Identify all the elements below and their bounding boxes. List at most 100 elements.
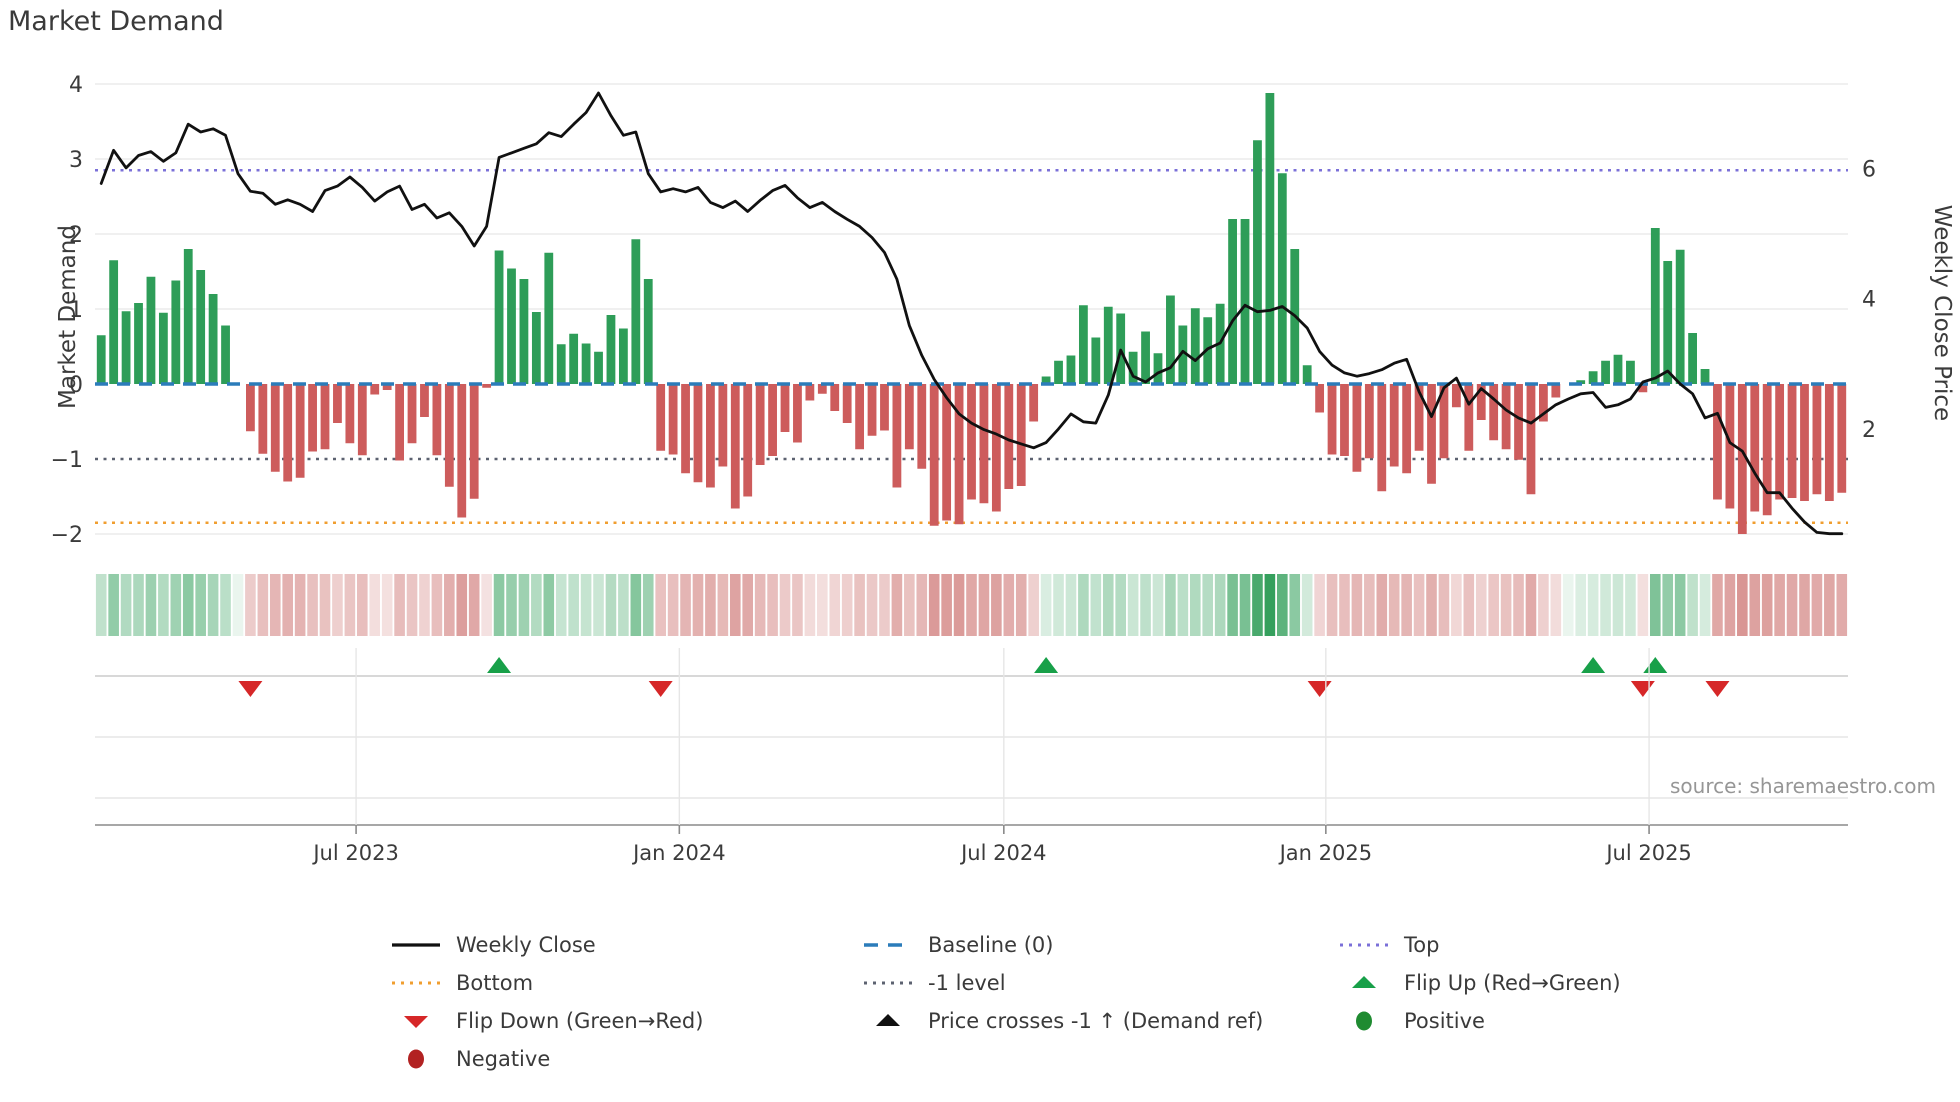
heatmap-cell [953, 574, 965, 636]
demand-bar-positive [594, 351, 603, 384]
demand-bar-negative [1451, 384, 1461, 408]
demand-bar-positive [507, 268, 516, 384]
heatmap-cell [220, 574, 231, 636]
demand-bar-negative [482, 384, 492, 388]
demand-bar-negative [1476, 384, 1486, 420]
demand-bar-positive [1078, 305, 1088, 384]
demand-bar-negative [1427, 384, 1436, 484]
demand-bar-positive [1613, 354, 1623, 384]
demand-bar-negative [1713, 384, 1722, 500]
demand-bar-negative [432, 384, 442, 456]
demand-bar-positive [606, 315, 616, 384]
heatmap-cell [655, 574, 666, 636]
demand-bar-negative [333, 384, 342, 423]
demand-bar-negative [420, 384, 429, 417]
flip-up-marker [1034, 657, 1059, 673]
demand-bar-positive [643, 279, 653, 384]
heatmap-cell [705, 574, 716, 636]
heatmap-cell [170, 574, 182, 636]
demand-bar-negative [1414, 384, 1424, 451]
heatmap-cell [717, 574, 729, 636]
heatmap-cell [1699, 574, 1711, 636]
heatmap-cell [419, 574, 430, 636]
demand-bar-positive [1228, 219, 1237, 384]
heatmap-cell [580, 574, 592, 636]
legend-item-baseline: Baseline (0) [862, 932, 1053, 958]
heatmap-cell [1388, 574, 1400, 636]
left-axis-tick: 0 [69, 373, 83, 398]
heatmap-cell [891, 574, 903, 636]
heatmap-cell [456, 574, 468, 636]
demand-bar-negative [469, 384, 479, 499]
heatmap-cell [269, 574, 281, 636]
heatmap-cell [357, 574, 368, 636]
demand-bar-negative [357, 384, 367, 456]
heatmap-cell [369, 574, 381, 636]
demand-bar-negative [867, 384, 877, 436]
heatmap-cell [1214, 574, 1226, 636]
demand-bar-negative [1464, 384, 1474, 451]
demand-bar-negative [1016, 384, 1026, 486]
right-axis-tick: 2 [1862, 418, 1876, 443]
flip-up-marker [1643, 657, 1668, 673]
heatmap-cell [1475, 574, 1487, 636]
left-axis-label: Market Demand [55, 225, 81, 409]
heatmap-cell [294, 574, 306, 636]
dashes-swatch-icon [864, 943, 912, 947]
legend-label-weekly-close: Weekly Close [456, 933, 596, 957]
demand-bar-negative [817, 384, 827, 394]
left-axis-tick: 2 [69, 223, 83, 248]
source-attribution: source: sharemaestro.com [1670, 774, 1936, 798]
heatmap-cell [680, 574, 691, 636]
legend-label-top: Top [1404, 933, 1440, 957]
left-axis-tick: −1 [51, 448, 83, 473]
legend-item-weekly-close: Weekly Close [390, 932, 596, 958]
demand-bar-negative [755, 384, 765, 465]
heatmap-cell [444, 574, 455, 636]
heatmap-cell [792, 574, 803, 636]
demand-bar-negative [1352, 384, 1362, 472]
heatmap-cell [195, 574, 206, 636]
heatmap-cell [257, 574, 269, 636]
heatmap-cell [1488, 574, 1499, 636]
heatmap-cell [618, 574, 629, 636]
demand-bar-negative [954, 384, 964, 525]
demand-bar-negative [855, 384, 865, 450]
heatmap-cell [1140, 574, 1151, 636]
heatmap-cell [1724, 574, 1736, 636]
heatmap-cell [941, 574, 952, 636]
date-tick-label: Jul 2024 [959, 841, 1046, 865]
heatmap-cell [1065, 574, 1077, 636]
heatmap-cell [120, 574, 132, 636]
circle-swatch-shape [1356, 1011, 1372, 1031]
heatmap-cell [904, 574, 915, 636]
heatmap-cell [642, 574, 654, 636]
demand-bar-negative [1725, 384, 1735, 509]
demand-bar-positive [1688, 333, 1697, 384]
heatmap-cell [841, 574, 853, 636]
legend-label-price-cross: Price crosses -1 ↑ (Demand ref) [928, 1009, 1264, 1033]
heatmap-cell [1152, 574, 1164, 636]
demand-bar-negative [780, 384, 790, 432]
heatmap-cell [1053, 574, 1064, 636]
demand-bar-negative [1327, 384, 1337, 455]
heatmap-cell [1811, 574, 1823, 636]
demand-bar-negative [1638, 384, 1648, 393]
page-title: Market Demand [8, 6, 224, 37]
circle-swatch-icon [1356, 1011, 1372, 1031]
heatmap-cell [742, 574, 754, 636]
demand-bar-positive [1601, 360, 1610, 384]
demand-bar-positive [221, 325, 230, 384]
heatmap-cell [394, 574, 405, 636]
heatmap-cell [1674, 574, 1686, 636]
demand-bar-negative [768, 384, 777, 456]
demand-bar-negative [308, 384, 317, 452]
demand-bar-negative [395, 384, 404, 461]
demand-bar-negative [1489, 384, 1499, 441]
demand-bar-negative [1737, 384, 1747, 534]
demand-bar-negative [1514, 384, 1523, 460]
tri-up-swatch-icon [1352, 976, 1376, 988]
heatmap-cell [729, 574, 741, 636]
demand-bar-positive [171, 280, 181, 384]
demand-bar-negative [842, 384, 852, 423]
